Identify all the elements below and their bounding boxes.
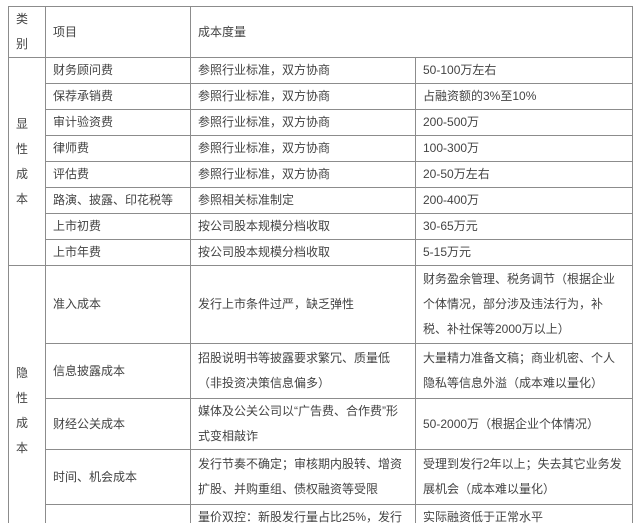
measure-cell: 参照行业标准，双方协商 [190,135,416,162]
item-cell: 财经公关成本 [45,398,191,450]
item-cell: 抑价成本 [45,504,191,523]
table-row: 显 性 成本 财务顾问费 参照行业标准，双方协商 50-100万左右 [8,57,634,266]
cost-table: 类别 项目 成本度量 显 性 成本 财务顾问费 参照行业标准，双方协商 50-1… [8,6,634,523]
header-measure: 成本度量 [189,6,634,58]
table-row: 上市初费 按公司股本规模分档收取 30-65万元 [9,213,634,240]
value-cell: 大量精力准备文稿；商业机密、个人隐私等信息外溢（成本难以量化） [414,343,634,399]
table-row: 律师费 参照行业标准，双方协商 100-300万 [9,135,634,162]
measure-cell: 参照行业标准，双方协商 [190,83,416,110]
category-cell-explicit: 显 性 成本 [8,57,46,266]
item-cell: 律师费 [45,135,191,162]
table-row: 抑价成本 量价双控：新股发行量占比25%，发行市盈率23倍 实际融资低于正常水平… [9,504,634,523]
value-cell: 受理到发行2年以上；失去其它业务发展机会（成本难以量化） [414,449,634,505]
measure-cell: 发行上市条件过严，缺乏弹性 [190,265,416,344]
measure-cell: 招股说明书等披露要求繁冗、质量低（非投资决策信息偏多） [190,343,416,399]
item-cell: 准入成本 [45,265,191,344]
measure-cell: 量价双控：新股发行量占比25%，发行市盈率23倍 [190,504,416,523]
value-cell: 实际融资低于正常水平 （部分新兴行业50%以下） [414,504,634,523]
table-row: 审计验资费 参照行业标准，双方协商 200-500万 [9,109,634,136]
value-cell: 30-65万元 [414,213,634,240]
measure-cell: 参照相关标准制定 [190,187,416,214]
item-cell: 审计验资费 [45,109,191,136]
table-row: 信息披露成本 招股说明书等披露要求繁冗、质量低（非投资决策信息偏多） 大量精力准… [9,343,634,399]
table-row: 路演、披露、印花税等 参照相关标准制定 200-400万 [9,187,634,214]
table-row: 评估费 参照行业标准，双方协商 20-50万左右 [9,161,634,188]
table-row: 上市年费 按公司股本规模分档收取 5-15万元 [9,239,634,266]
item-cell: 时间、机会成本 [45,449,191,505]
table-row: 时间、机会成本 发行节奏不确定；审核期内股转、增资扩股、并购重组、债权融资等受限… [9,449,634,505]
item-cell: 上市初费 [45,213,191,240]
value-cell: 占融资额的3%至10% [414,83,634,110]
header-category: 类别 [8,6,46,58]
category-cell-implicit: 隐 性 成本 [8,265,46,523]
value-cell: 200-400万 [414,187,634,214]
table-row: 隐 性 成本 准入成本 发行上市条件过严，缺乏弹性 财务盈余管理、税务调节（根据… [8,265,634,523]
value-cell: 财务盈余管理、税务调节（根据企业个体情况，部分涉及违法行为，补税、补社保等200… [414,265,634,344]
item-cell: 信息披露成本 [45,343,191,399]
measure-cell: 参照行业标准，双方协商 [190,161,416,188]
table-row: 财经公关成本 媒体及公关公司以“广告费、合作费”形式变相敲诈 50-2000万（… [9,398,634,450]
measure-cell: 按公司股本规模分档收取 [190,213,416,240]
item-cell: 财务顾问费 [45,57,191,84]
value-cell: 200-500万 [414,109,634,136]
item-cell: 路演、披露、印花税等 [45,187,191,214]
item-cell: 上市年费 [45,239,191,266]
measure-cell: 参照行业标准，双方协商 [190,109,416,136]
value-cell: 100-300万 [414,135,634,162]
value-cell: 50-2000万（根据企业个体情况） [414,398,634,450]
value-cell: 50-100万左右 [414,57,634,84]
value-cell: 5-15万元 [414,239,634,266]
item-cell: 评估费 [45,161,191,188]
table-row: 保荐承销费 参照行业标准，双方协商 占融资额的3%至10% [9,83,634,110]
measure-cell: 按公司股本规模分档收取 [190,239,416,266]
header-item: 项目 [45,6,191,58]
measure-cell: 参照行业标准，双方协商 [190,57,416,84]
value-cell: 20-50万左右 [414,161,634,188]
item-cell: 保荐承销费 [45,83,191,110]
measure-cell: 媒体及公关公司以“广告费、合作费”形式变相敲诈 [190,398,416,450]
header-row: 类别 项目 成本度量 [8,6,634,58]
measure-cell: 发行节奏不确定；审核期内股转、增资扩股、并购重组、债权融资等受限 [190,449,416,505]
